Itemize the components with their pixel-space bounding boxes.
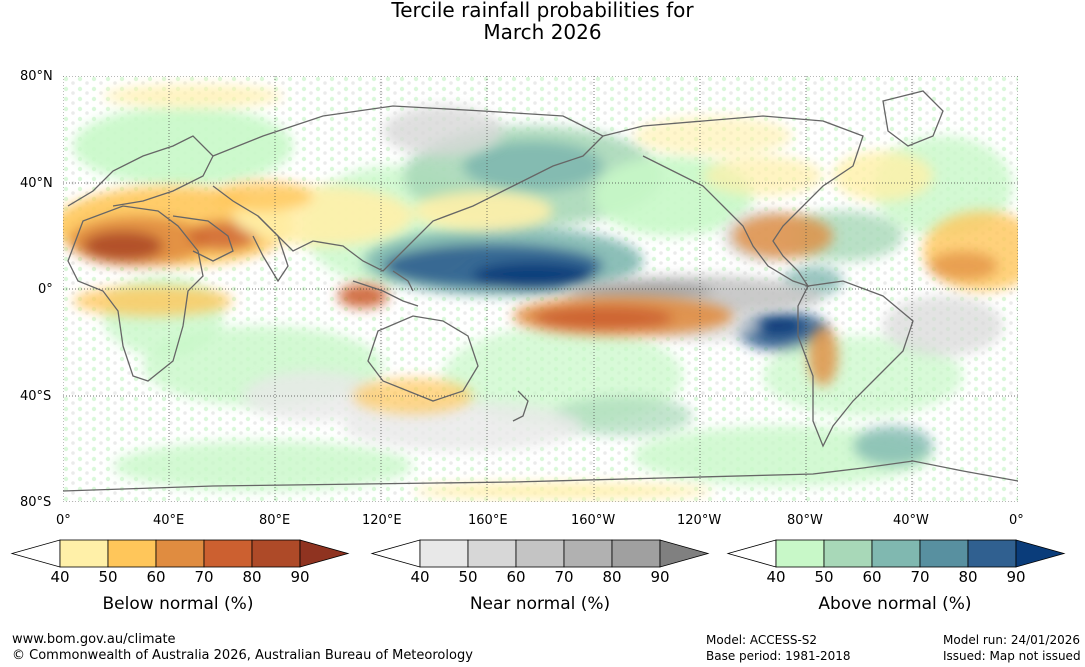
lat-label-40n: 40°N xyxy=(20,176,53,191)
colorbar-min-extension xyxy=(370,539,421,568)
lon-label-80e: 80°E xyxy=(259,513,291,528)
rainfall-probability-map xyxy=(53,75,1043,503)
lon-label-0: 0° xyxy=(56,513,71,528)
colorbar-tick-label: 60 xyxy=(862,568,882,586)
colorbar-tick-label: 60 xyxy=(146,568,166,586)
lon-label-120w: 120°W xyxy=(677,513,722,528)
colorbar-tick-label: 60 xyxy=(506,568,526,586)
lon-label-160w: 160°W xyxy=(571,513,616,528)
colorbar-tick-label: 70 xyxy=(194,568,214,586)
colorbar-above-normal xyxy=(726,539,1066,568)
footer-model: Model: ACCESS-S2 xyxy=(706,633,818,647)
map-title-line2: March 2026 xyxy=(483,20,602,44)
colorbar-tick-label: 90 xyxy=(1006,568,1026,586)
colorbar-tick-label: 70 xyxy=(554,568,574,586)
colorbar-segment xyxy=(823,539,873,568)
colorbar-tick-label: 50 xyxy=(814,568,834,586)
colorbar-tick-label: 50 xyxy=(98,568,118,586)
coastlines xyxy=(62,90,1019,492)
lat-label-80s: 80°S xyxy=(20,495,52,510)
colorbar-segment xyxy=(515,539,565,568)
above-normal-regions xyxy=(73,106,1013,491)
colorbar-segment xyxy=(467,539,517,568)
colorbar-title-near: Near normal (%) xyxy=(469,594,611,614)
colorbar-segment xyxy=(203,539,253,568)
colorbar-segment xyxy=(107,539,157,568)
colorbar-tick-label: 80 xyxy=(958,568,978,586)
map-canvas xyxy=(53,75,1043,503)
below-normal-regions xyxy=(53,84,1043,499)
colorbar-below-normal xyxy=(10,539,350,568)
colorbar-tick-label: 40 xyxy=(410,568,430,586)
footer-base-period: Base period: 1981-2018 xyxy=(706,649,851,663)
colorbar-segment xyxy=(563,539,613,568)
lon-label-160e: 160°E xyxy=(468,513,508,528)
footer-copyright: © Commonwealth of Australia 2026, Austra… xyxy=(12,648,473,663)
colorbar-segment xyxy=(967,539,1017,568)
footer-url[interactable]: www.bom.gov.au/climate xyxy=(12,632,176,647)
colorbar-max-extension xyxy=(659,539,710,568)
map-title-line1: Tercile rainfall probabilities for xyxy=(391,0,694,22)
lon-label-0-right: 0° xyxy=(1009,513,1024,528)
footer-model-run: Model run: 24/01/2026 xyxy=(943,633,1081,647)
lat-label-40s: 40°S xyxy=(20,389,52,404)
graticule xyxy=(62,75,1019,503)
colorbar-tick-label: 40 xyxy=(766,568,786,586)
colorbar-segment xyxy=(919,539,969,568)
colorbar-segment xyxy=(59,539,109,568)
colorbar-title-above: Above normal (%) xyxy=(818,594,972,614)
colorbar-segment xyxy=(775,539,825,568)
lat-label-0: 0° xyxy=(38,282,53,297)
colorbar-min-extension xyxy=(10,539,61,568)
colorbar-title-below: Below normal (%) xyxy=(102,594,254,614)
lon-label-40e: 40°E xyxy=(153,513,185,528)
colorbar-segment xyxy=(251,539,301,568)
lat-label-80n: 80°N xyxy=(20,69,53,84)
colorbar-min-extension xyxy=(726,539,777,568)
lon-label-80w: 80°W xyxy=(787,513,823,528)
colorbar-tick-label: 90 xyxy=(290,568,310,586)
colorbar-tick-label: 70 xyxy=(910,568,930,586)
colorbar-max-extension xyxy=(299,539,350,568)
colorbar-near-normal xyxy=(370,539,710,568)
lon-label-40w: 40°W xyxy=(893,513,929,528)
colorbar-segment xyxy=(419,539,469,568)
colorbar-tick-label: 50 xyxy=(458,568,478,586)
lon-label-120e: 120°E xyxy=(362,513,402,528)
colorbar-tick-label: 80 xyxy=(242,568,262,586)
colorbars xyxy=(10,539,1066,568)
colorbar-tick-label: 80 xyxy=(602,568,622,586)
colorbar-max-extension xyxy=(1015,539,1066,568)
colorbar-segment xyxy=(611,539,661,568)
colorbar-segment xyxy=(871,539,921,568)
footer-issued: Issued: Map not issued xyxy=(943,649,1081,663)
colorbar-tick-label: 90 xyxy=(650,568,670,586)
colorbar-segment xyxy=(155,539,205,568)
colorbar-tick-label: 40 xyxy=(50,568,70,586)
